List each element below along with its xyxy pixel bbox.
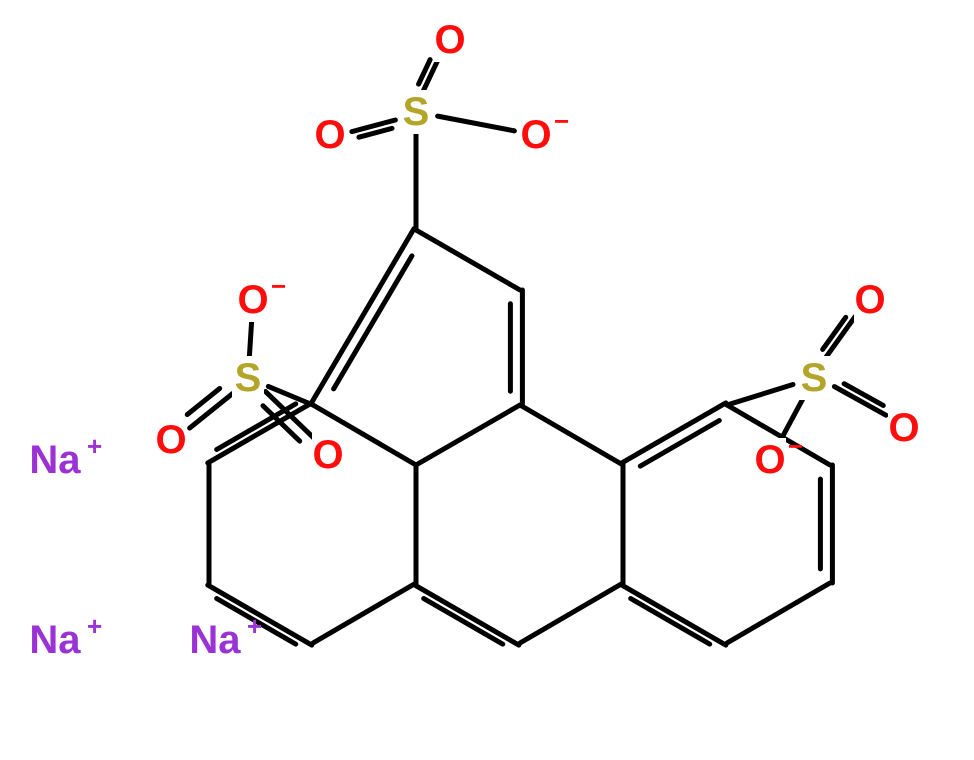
atom-s: S	[400, 90, 432, 134]
atom-o: O−	[237, 271, 286, 322]
svg-text:−: −	[788, 431, 803, 461]
svg-text:O: O	[314, 113, 345, 157]
svg-text:+: +	[247, 611, 262, 641]
svg-text:O: O	[854, 278, 885, 322]
svg-text:S: S	[801, 356, 828, 400]
svg-text:−: −	[271, 271, 286, 301]
svg-text:O: O	[754, 438, 785, 482]
svg-text:+: +	[87, 431, 102, 461]
atom-o: O	[312, 433, 344, 477]
atom-s: S	[798, 356, 830, 400]
svg-text:S: S	[403, 90, 430, 134]
svg-text:O: O	[155, 418, 186, 462]
svg-text:O: O	[888, 406, 919, 450]
atom-o: O	[854, 278, 886, 322]
svg-text:+: +	[87, 611, 102, 641]
svg-text:S: S	[235, 356, 262, 400]
svg-text:Na: Na	[29, 618, 81, 662]
molecule-diagram: SOOO−SOOO−SO−OONa+Na+Na+	[0, 0, 974, 760]
svg-text:Na: Na	[29, 438, 81, 482]
atom-o: O	[888, 406, 920, 450]
atom-o: O−	[754, 431, 803, 482]
svg-text:O: O	[434, 18, 465, 62]
atom-na: Na+	[25, 431, 102, 482]
svg-text:Na: Na	[189, 618, 241, 662]
atom-o: O−	[520, 106, 569, 157]
atom-na: Na+	[185, 611, 262, 662]
atom-na: Na+	[25, 611, 102, 662]
svg-text:O: O	[520, 113, 551, 157]
atom-s: S	[232, 356, 264, 400]
svg-text:O: O	[312, 433, 343, 477]
svg-text:O: O	[237, 278, 268, 322]
atom-o: O	[434, 18, 466, 62]
atom-o: O	[155, 418, 187, 462]
atom-o: O	[314, 113, 346, 157]
svg-text:−: −	[554, 106, 569, 136]
